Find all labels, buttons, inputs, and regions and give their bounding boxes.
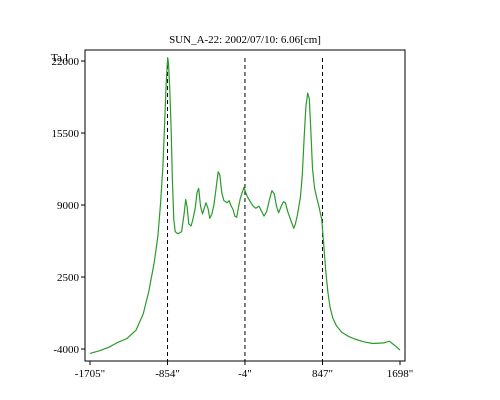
y-axis-label: Ta,I bbox=[51, 52, 69, 64]
y-tick-label: 22000 bbox=[52, 56, 80, 68]
x-tick-label: -1705" bbox=[75, 368, 105, 380]
y-axis: -4000 2500 9000 15500 22000 bbox=[52, 56, 85, 356]
x-tick-label: 1698" bbox=[387, 368, 414, 380]
x-axis: -1705" -854" -4" 847" 1698" bbox=[75, 361, 413, 380]
y-tick-label: 2500 bbox=[57, 272, 80, 284]
y-tick-label: -4000 bbox=[53, 344, 79, 356]
y-tick-label: 15500 bbox=[52, 128, 80, 140]
y-tick-label: 9000 bbox=[57, 200, 80, 212]
x-tick-label: -854" bbox=[155, 368, 180, 380]
chart-title: SUN_A-22: 2002/07/10: 6.06[cm] bbox=[169, 34, 321, 46]
x-tick-label: 847" bbox=[312, 368, 333, 380]
series-layer bbox=[89, 57, 401, 354]
series-line bbox=[89, 57, 401, 354]
x-tick-label: -4" bbox=[238, 368, 252, 380]
reference-markers bbox=[167, 58, 323, 361]
